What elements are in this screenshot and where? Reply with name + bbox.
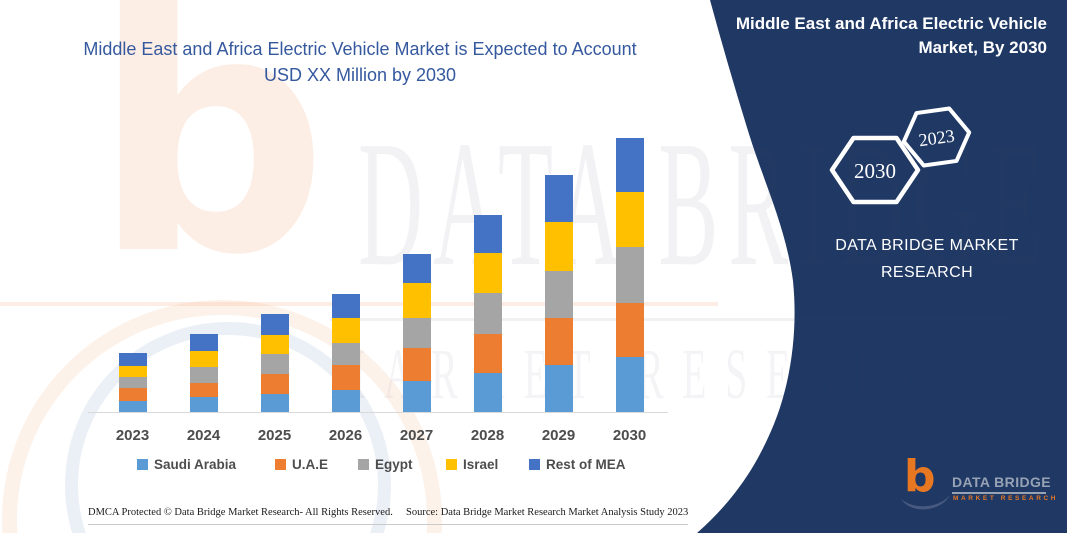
bar-segment-u-a-e: [402, 348, 431, 381]
bar-segment-saudi-arabia: [118, 401, 147, 412]
legend-label: Saudi Arabia: [154, 457, 237, 472]
x-tick-label-2029: 2029: [541, 427, 576, 444]
bar-segment-saudi-arabia: [615, 357, 644, 412]
bar-2030: [615, 138, 644, 412]
bar-segment-rest-of-mea: [544, 175, 573, 222]
chart-title: Middle East and Africa Electric Vehicle …: [83, 39, 637, 85]
x-tick-label-2026: 2026: [328, 427, 363, 444]
bar-segment-israel: [118, 366, 147, 377]
bar-segment-saudi-arabia: [402, 381, 431, 412]
plot-area: [118, 138, 644, 412]
logo-b-icon: b: [904, 451, 936, 502]
bar-segment-israel: [402, 283, 431, 318]
chart-legend: Saudi Arabia U.A.E Egypt Israel Rest of MEA: [0, 457, 720, 477]
logo-tagline: MARKET RESEARCH: [953, 495, 1059, 502]
bar-segment-saudi-arabia: [544, 365, 573, 412]
legend-label: U.A.E: [292, 457, 329, 472]
bar-segment-u-a-e: [331, 365, 360, 390]
footer-source: Source: Data Bridge Market Research Mark…: [406, 507, 689, 518]
bar-2029: [544, 175, 573, 412]
logo-swoosh-icon: [900, 495, 950, 510]
bar-segment-israel: [331, 318, 360, 343]
bar-segment-u-a-e: [473, 334, 502, 373]
bar-segment-israel: [189, 351, 218, 367]
legend-label: Israel: [463, 457, 499, 472]
x-axis-tick-labels: 2023 2024 2025 2026 2027 2028 2029 2030: [0, 427, 720, 447]
x-tick-label-2025: 2025: [257, 427, 292, 444]
brand-line2: RESEARCH: [880, 264, 974, 281]
x-tick-label-2030: 2030: [612, 427, 647, 444]
x-tick-label-2027: 2027: [399, 427, 434, 444]
legend-swatch-icon: [446, 459, 457, 470]
bar-2025: [260, 314, 289, 412]
bar-segment-egypt: [331, 343, 360, 365]
data-bridge-logo: b DATA BRIDGE MARKET RESEARCH: [896, 451, 1059, 514]
logo-name: DATA BRIDGE: [952, 474, 1051, 494]
legend-item-u-a-e: U.A.E: [275, 457, 328, 472]
legend-label: Egypt: [375, 457, 413, 472]
bar-segment-egypt: [260, 354, 289, 374]
bar-segment-egypt: [189, 367, 218, 383]
legend-item-israel: Israel: [446, 457, 498, 472]
legend-swatch-icon: [137, 459, 148, 470]
bar-segment-rest-of-mea: [189, 334, 218, 351]
brand-line1: DATA BRIDGE MARKET: [835, 237, 1019, 254]
navy-band-shape: [697, 0, 1067, 533]
bar-segment-egypt: [544, 271, 573, 318]
bar-segment-saudi-arabia: [473, 373, 502, 412]
bar-2028: [473, 215, 502, 412]
bar-segment-u-a-e: [118, 388, 147, 401]
bar-2026: [331, 294, 360, 412]
x-tick-label-2023: 2023: [115, 427, 150, 444]
legend-swatch-icon: [275, 459, 286, 470]
bar-segment-israel: [260, 335, 289, 354]
bar-segment-rest-of-mea: [118, 353, 147, 366]
bar-segment-israel: [473, 253, 502, 293]
footer-rule: [88, 524, 688, 525]
bar-2024: [189, 334, 218, 412]
x-tick-label-2024: 2024: [186, 427, 221, 444]
bar-segment-egypt: [473, 293, 502, 334]
bar-segment-israel: [615, 192, 644, 247]
bar-segment-egypt: [615, 247, 644, 303]
bar-2027: [402, 254, 431, 412]
legend-swatch-icon: [358, 459, 369, 470]
bar-segment-saudi-arabia: [331, 390, 360, 412]
bar-segment-u-a-e: [615, 303, 644, 357]
bar-segment-israel: [544, 222, 573, 271]
footer-dmca: DMCA Protected © Data Bridge Market Rese…: [88, 507, 393, 518]
legend-swatch-icon: [529, 459, 540, 470]
bar-segment-u-a-e: [544, 318, 573, 365]
bar-segment-u-a-e: [189, 383, 218, 397]
bar-segment-rest-of-mea: [260, 314, 289, 335]
side-panel-title: Middle East and Africa Electric Vehicle …: [735, 14, 1047, 57]
bar-segment-saudi-arabia: [260, 394, 289, 412]
bar-segment-saudi-arabia: [189, 397, 218, 412]
bar-2023: [118, 353, 147, 412]
bar-segment-egypt: [402, 318, 431, 348]
bar-segment-rest-of-mea: [402, 254, 431, 283]
x-tick-label-2028: 2028: [470, 427, 505, 444]
bar-segment-rest-of-mea: [473, 215, 502, 253]
legend-item-rest-of-mea: Rest of MEA: [529, 457, 626, 472]
bar-segment-u-a-e: [260, 374, 289, 394]
x-axis-line: [88, 412, 668, 413]
legend-item-saudi-arabia: Saudi Arabia: [137, 457, 236, 472]
bar-segment-rest-of-mea: [615, 138, 644, 192]
bar-segment-rest-of-mea: [331, 294, 360, 318]
brand-name-block: DATA BRIDGE MARKET RESEARCH: [807, 232, 1047, 286]
legend-label: Rest of MEA: [546, 457, 626, 472]
bar-segment-egypt: [118, 377, 147, 388]
legend-item-egypt: Egypt: [358, 457, 413, 472]
